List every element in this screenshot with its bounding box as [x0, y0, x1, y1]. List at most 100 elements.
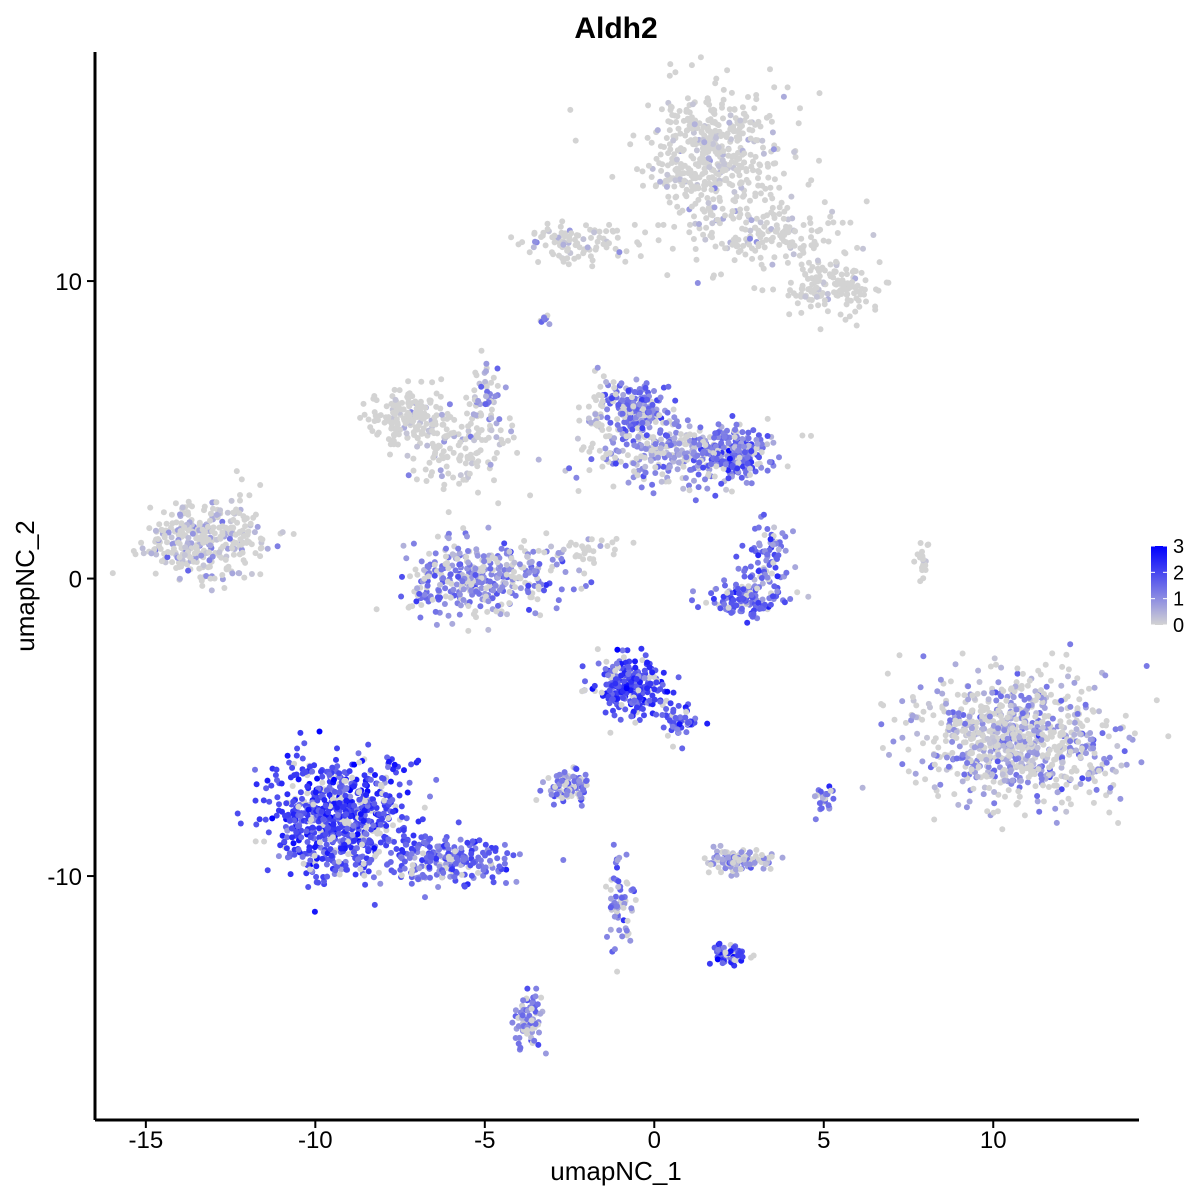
cell-point: [483, 585, 490, 592]
cell-point: [1007, 686, 1014, 693]
cell-point: [713, 585, 720, 592]
cell-point: [408, 850, 415, 857]
cell-point: [642, 384, 649, 391]
cell-point: [220, 543, 226, 550]
cell-point: [481, 558, 488, 565]
cell-point: [603, 228, 610, 235]
cell-point: [770, 286, 777, 293]
cell-point: [372, 772, 378, 778]
cell-point: [741, 568, 748, 575]
cell-point: [666, 452, 673, 458]
cell-point: [584, 244, 591, 251]
cell-point: [274, 543, 281, 550]
cell-point: [566, 237, 573, 243]
cell-point: [658, 167, 665, 174]
cell-point: [920, 653, 927, 660]
cell-point: [976, 753, 983, 760]
cell-point: [648, 457, 654, 464]
cell-point: [935, 744, 942, 751]
cell-point: [756, 454, 762, 461]
cell-point: [919, 716, 926, 723]
cell-point: [373, 606, 380, 613]
cell-point: [485, 626, 492, 633]
cell-point: [1010, 731, 1016, 737]
cell-point: [672, 69, 679, 76]
cell-point: [622, 706, 629, 713]
cell-point: [347, 793, 354, 800]
cell-point: [670, 137, 677, 144]
cell-point: [619, 647, 626, 654]
cell-point: [579, 663, 586, 670]
cell-point: [343, 786, 350, 793]
cell-point: [1050, 729, 1057, 736]
cell-point: [642, 469, 649, 476]
cell-point: [999, 771, 1006, 778]
cell-point: [683, 729, 690, 736]
cell-point: [343, 797, 350, 804]
cell-point: [610, 483, 617, 490]
cell-point: [1090, 708, 1097, 715]
cell-point: [720, 86, 727, 93]
cell-point: [807, 303, 814, 310]
cell-point: [333, 756, 339, 763]
cell-point: [325, 824, 332, 831]
cell-point: [294, 823, 301, 830]
cell-point: [1052, 756, 1059, 763]
cell-point: [771, 176, 778, 183]
cell-point: [718, 271, 724, 278]
cell-point: [672, 194, 679, 201]
cell-point: [1049, 761, 1056, 768]
cell-point: [421, 410, 428, 417]
cell-point: [504, 850, 511, 857]
cell-point: [591, 229, 598, 236]
cell-point: [190, 558, 197, 565]
cell-point: [374, 830, 381, 837]
cell-point: [465, 548, 471, 554]
cell-point: [1045, 751, 1051, 758]
cell-point: [392, 396, 399, 403]
cell-point: [925, 700, 932, 707]
cell-point: [1014, 670, 1021, 677]
cell-point: [768, 570, 775, 577]
cell-point: [264, 545, 271, 552]
cell-point: [843, 266, 850, 273]
cell-point: [380, 775, 387, 782]
cell-point: [728, 136, 734, 143]
cell-point: [452, 860, 459, 867]
cell-point: [1001, 777, 1008, 784]
cell-point: [931, 761, 938, 768]
cell-point: [912, 770, 919, 777]
cell-point: [690, 588, 696, 595]
cell-point: [385, 815, 392, 821]
cell-point: [745, 94, 751, 100]
cell-point: [1117, 795, 1124, 802]
cell-point: [701, 165, 708, 172]
cell-point: [198, 552, 205, 559]
cell-point: [651, 388, 657, 394]
cell-point: [290, 798, 297, 805]
cell-point: [485, 557, 492, 564]
cell-point: [832, 268, 839, 275]
cell-point: [1039, 699, 1046, 706]
cell-point: [814, 228, 821, 235]
cell-point: [751, 285, 758, 292]
cell-point: [827, 273, 834, 280]
cell-point: [1049, 715, 1056, 722]
cell-point: [1075, 738, 1082, 745]
cell-point: [704, 195, 711, 201]
cell-point: [771, 215, 778, 221]
cell-point: [200, 562, 207, 569]
cell-point: [323, 787, 330, 794]
cell-point: [434, 533, 441, 540]
cell-point: [564, 245, 571, 252]
cell-point: [1067, 801, 1074, 808]
cell-point: [377, 782, 384, 788]
cell-point: [648, 447, 655, 454]
cell-point: [666, 176, 673, 183]
cell-point: [738, 474, 745, 481]
cell-point: [621, 678, 628, 685]
cell-point: [625, 671, 632, 678]
cell-point: [396, 781, 403, 788]
cell-point: [1065, 666, 1072, 673]
cell-point: [236, 570, 243, 577]
